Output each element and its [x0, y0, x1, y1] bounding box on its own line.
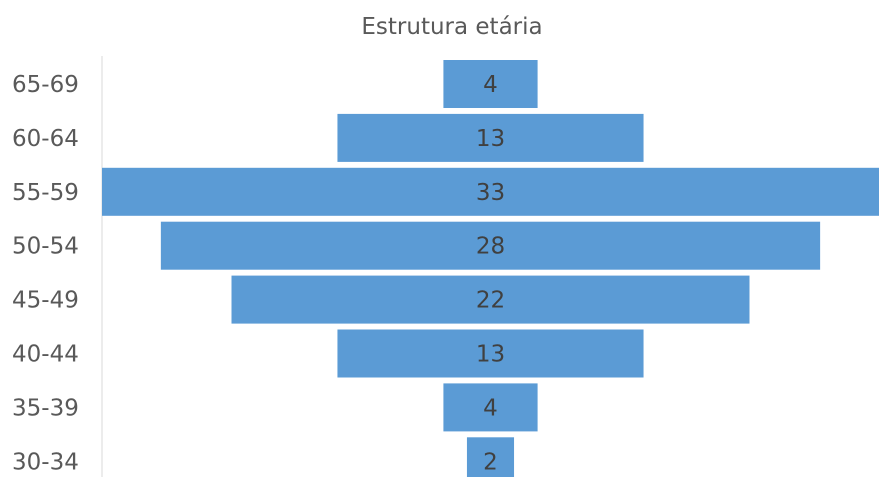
category-tick-label: 30-34 — [12, 449, 79, 475]
bar-45-49 — [231, 275, 750, 324]
data-label: 13 — [476, 126, 505, 152]
data-labels-layer: 4 13 33 28 22 13 4 2 — [476, 72, 505, 475]
data-label: 33 — [476, 180, 505, 206]
category-tick-label: 55-59 — [12, 180, 79, 206]
data-label: 22 — [476, 288, 505, 314]
category-tick-label: 65-69 — [12, 72, 79, 98]
bar-65-69 — [443, 60, 538, 108]
bar-30-34 — [466, 437, 515, 477]
category-tick-label: 60-64 — [12, 126, 79, 152]
bar-35-39 — [443, 383, 538, 432]
bar-50-54 — [160, 221, 821, 270]
category-tick-label: 35-39 — [12, 395, 79, 421]
bars-layer — [102, 60, 879, 477]
data-label: 4 — [483, 395, 498, 421]
data-label: 28 — [476, 234, 505, 260]
category-tick-label: 45-49 — [12, 288, 79, 314]
category-tick-label: 50-54 — [12, 234, 79, 260]
bar-40-44 — [337, 329, 644, 378]
chart-title: Estrutura etária — [361, 14, 542, 40]
bar-55-59 — [102, 167, 879, 216]
category-axis: 65-69 60-64 55-59 50-54 45-49 40-44 35-39 30-34 — [12, 72, 79, 475]
bar-60-64 — [337, 113, 644, 162]
data-label: 2 — [483, 449, 498, 475]
data-label: 13 — [476, 342, 505, 368]
data-label: 4 — [483, 72, 498, 98]
category-tick-label: 40-44 — [12, 342, 79, 368]
